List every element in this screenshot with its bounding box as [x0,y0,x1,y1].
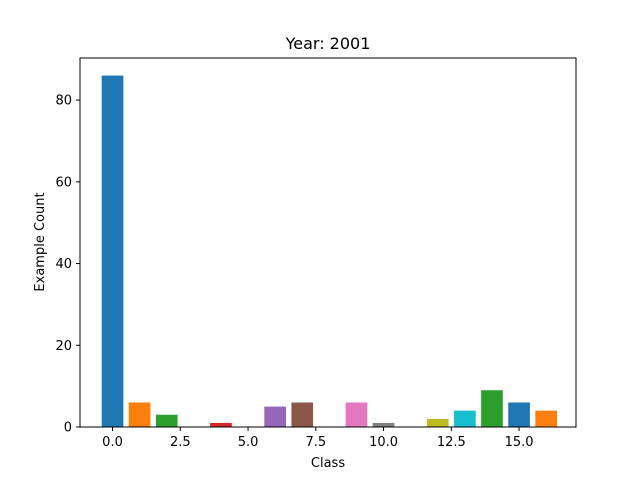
x-tick-label: 5.0 [238,435,259,450]
y-tick-label: 80 [55,94,72,109]
x-tick-label: 12.5 [437,435,466,450]
bar-class-15 [508,402,530,427]
x-tick-label: 7.5 [305,435,326,450]
y-tick-label: 60 [55,175,72,190]
bar-class-16 [535,410,558,427]
y-axis-ticks: 0 20 40 60 80 [55,94,80,436]
chart-title: Year: 2001 [285,34,371,53]
bar-class-13 [454,410,476,427]
bar-class-14 [481,390,503,427]
x-axis-label: Class [311,456,345,471]
bar-class-9 [345,402,368,427]
y-axis-label: Example Count [33,192,48,291]
x-tick-label: 15.0 [505,435,534,450]
y-tick-label: 40 [55,257,72,272]
y-tick-label: 0 [64,421,72,436]
bar-class-7 [291,402,314,427]
bar-class-10 [372,422,395,427]
x-axis-ticks: 0.0 2.5 5.0 7.5 10.0 12.5 15.0 [102,427,534,450]
x-tick-label: 0.0 [102,435,123,450]
bar-class-2 [155,414,178,427]
bar-class-6 [264,406,286,427]
plot-frame [79,57,577,428]
x-tick-label: 10.0 [369,435,398,450]
bars-group [101,75,558,428]
y-tick-label: 20 [55,339,72,354]
bar-class-0 [101,75,124,428]
bar-class-1 [128,402,151,427]
bar-class-12 [426,418,449,427]
x-tick-label: 2.5 [170,435,191,450]
bar-class-4 [210,422,232,427]
